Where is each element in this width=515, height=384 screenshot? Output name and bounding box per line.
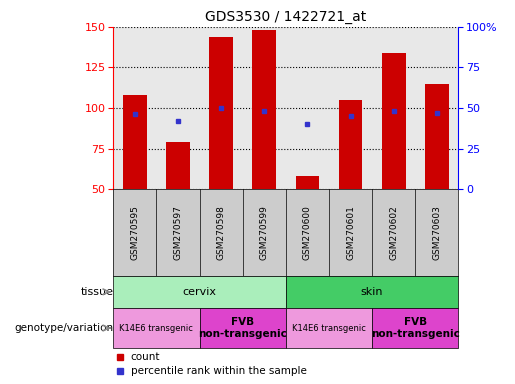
Text: GSM270595: GSM270595 <box>130 205 140 260</box>
Bar <box>166 142 190 189</box>
Bar <box>113 308 200 348</box>
Text: GSM270598: GSM270598 <box>217 205 226 260</box>
Text: GSM270603: GSM270603 <box>432 205 441 260</box>
Text: GSM270599: GSM270599 <box>260 205 269 260</box>
Text: cervix: cervix <box>182 287 217 297</box>
Text: tissue: tissue <box>80 287 113 297</box>
Text: GSM270600: GSM270600 <box>303 205 312 260</box>
Text: GSM270602: GSM270602 <box>389 205 398 260</box>
Bar <box>296 176 319 189</box>
Bar <box>339 100 363 189</box>
Text: genotype/variation: genotype/variation <box>14 323 113 333</box>
Bar <box>372 308 458 348</box>
Text: skin: skin <box>361 287 383 297</box>
Bar <box>113 276 286 308</box>
Title: GDS3530 / 1422721_at: GDS3530 / 1422721_at <box>205 10 367 25</box>
Bar <box>252 30 276 189</box>
Bar <box>209 36 233 189</box>
Text: K14E6 transgenic: K14E6 transgenic <box>119 324 193 333</box>
Text: percentile rank within the sample: percentile rank within the sample <box>131 366 306 376</box>
Text: GSM270597: GSM270597 <box>174 205 182 260</box>
Text: FVB
non-transgenic: FVB non-transgenic <box>371 317 460 339</box>
Bar <box>382 53 405 189</box>
Bar <box>425 84 449 189</box>
Text: GSM270601: GSM270601 <box>346 205 355 260</box>
Bar <box>286 276 458 308</box>
Bar <box>123 95 147 189</box>
Bar <box>200 308 286 348</box>
Text: FVB
non-transgenic: FVB non-transgenic <box>198 317 287 339</box>
Text: count: count <box>131 352 160 362</box>
Bar <box>286 308 372 348</box>
Text: K14E6 transgenic: K14E6 transgenic <box>292 324 366 333</box>
